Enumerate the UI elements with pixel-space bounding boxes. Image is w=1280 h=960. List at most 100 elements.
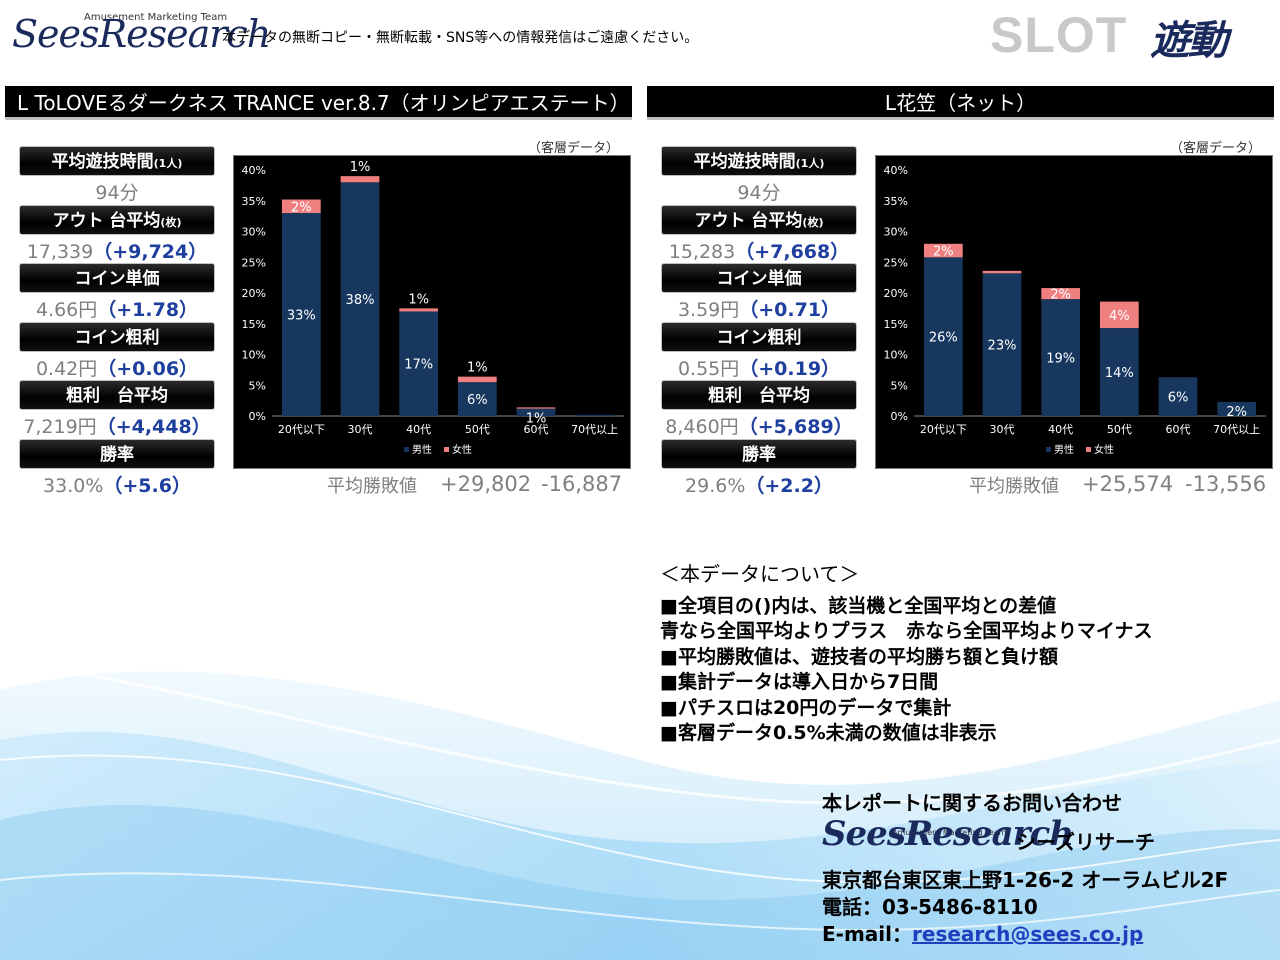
bar-male: [457, 382, 497, 416]
age-segment-chart-right: 0% 5% 10% 15% 20% 25% 30% 35% 40% 26% 2% 20代以下 23% 30…: [875, 155, 1273, 469]
bar-female: [1099, 301, 1139, 329]
bar-female: [1041, 288, 1081, 300]
stat-label-text: 粗利 台平均: [66, 386, 168, 406]
data-label-female: 2%: [1050, 288, 1071, 303]
stat-label-text: 勝率: [742, 444, 776, 465]
stat-value-diff: （+5.6）: [103, 474, 191, 497]
stat-value: 15,283（+7,668）: [661, 237, 857, 264]
stat-label-text: 粗利 台平均: [708, 386, 810, 406]
stat-value-diff: （+4,448）: [96, 416, 211, 438]
bar-female: [281, 199, 321, 214]
data-notes: ＜本データについて＞ ■全項目の()内は、該当機と全国平均との差値 青なら全国平…: [660, 562, 1152, 747]
stat-label: コイン粗利: [19, 321, 215, 352]
x-tick-label: 50代: [1107, 423, 1132, 436]
y-tick-label: 10%: [242, 349, 266, 362]
bar-male: [1217, 401, 1257, 416]
legend-label-male: 男性: [1054, 443, 1074, 456]
notes-line: ■パチスロは20円のデータで集計: [660, 696, 952, 719]
y-tick-label: 20%: [884, 287, 908, 300]
stat-label-unit: (枚): [802, 215, 824, 229]
sees-research-logo: SeesResearch: [12, 12, 271, 56]
y-tick-label: 35%: [242, 195, 266, 208]
y-tick-label: 5%: [249, 379, 266, 392]
x-tick-label: 40代: [1048, 423, 1073, 436]
bar-male: [281, 213, 321, 416]
stat-value: 94分: [661, 178, 857, 205]
data-label-male: 19%: [1046, 352, 1075, 367]
stat-value-diff: （+5,689）: [738, 416, 853, 438]
avg-win-value-left: +29,802: [440, 472, 532, 496]
stat-label-text: コイン単価: [74, 269, 160, 289]
stat-value: 3.59円（+0.71）: [661, 295, 857, 322]
avg-win-loss-label-right: 平均勝敗値: [969, 476, 1059, 497]
stat-value-diff: （+2.2）: [745, 474, 833, 497]
bar-male: [1158, 377, 1198, 416]
y-tick-label: 40%: [242, 164, 266, 177]
stat-value-main: 33.0%: [43, 474, 104, 497]
bar-female: [340, 176, 380, 183]
stat-value-main: 94分: [737, 182, 781, 204]
logo-tagline: Amusement Marketing Team: [84, 12, 228, 23]
bar-female: [399, 308, 439, 312]
stat-value-main: 94分: [95, 182, 139, 204]
y-tick-label: 15%: [242, 318, 266, 331]
notes-line: 青なら全国平均よりプラス 赤なら全国平均よりマイナス: [660, 620, 1153, 642]
stat-value-main: 8,460円: [665, 416, 739, 438]
stat-label: コイン粗利: [661, 321, 857, 352]
bar-male: [1099, 328, 1139, 416]
bar-male: [923, 257, 963, 416]
stat-label-text: アウト 台平均: [694, 210, 803, 231]
stat-label: アウト 台平均(枚): [661, 204, 857, 235]
stat-value: 94分: [19, 178, 215, 205]
stat-value-main: 15,283: [668, 240, 736, 263]
contact-email-row: E-mail：research@sees.co.jp: [822, 921, 1228, 948]
y-tick-label: 15%: [884, 318, 908, 331]
stat-value-main: 4.66円: [35, 299, 98, 321]
y-tick-label: 30%: [242, 226, 266, 239]
data-label-female: 1%: [467, 361, 488, 376]
stat-value: 0.42円（+0.06）: [19, 354, 215, 381]
data-label-male: 1%: [526, 412, 547, 427]
contact-company-name: シーズリサーチ: [1016, 830, 1155, 854]
contact-logo-row: Amusement Marketing Team SeesResearch シー…: [822, 817, 1228, 867]
x-tick-label: 20代以下: [920, 423, 967, 436]
data-label-male: 23%: [988, 339, 1017, 354]
notes-line: ■全項目の()内は、該当機と全国平均との差値: [660, 594, 1057, 617]
stat-value-main: 3.59円: [677, 299, 740, 321]
x-tick-label: 60代: [524, 423, 549, 436]
data-label-male: 6%: [467, 393, 488, 408]
data-label-female: 2%: [291, 200, 312, 215]
x-tick-label: 50代: [465, 423, 490, 436]
data-label-male: 2%: [1226, 405, 1247, 420]
data-label-male: 38%: [346, 293, 375, 308]
stat-label-text: アウト 台平均: [52, 210, 161, 231]
machine-title-left: L ToLOVEるダークネス TRANCE ver.8.7（オリンピアエステート…: [5, 86, 632, 120]
notes-line: ■集計データは導入日から7日間: [660, 671, 939, 693]
stat-label: 勝率: [661, 438, 857, 469]
stat-value-diff: （+0.19）: [739, 357, 841, 380]
data-label-female: 4%: [1109, 309, 1130, 324]
contact-heading: 本レポートに関するお問い合わせ: [822, 791, 1122, 815]
y-tick-label: 40%: [884, 164, 908, 177]
x-tick-label: 20代以下: [278, 423, 325, 436]
stat-value-diff: （+7,668）: [735, 240, 850, 263]
x-tick-label: 40代: [406, 423, 431, 436]
contact-logo-tagline: Amusement Marketing Team: [892, 828, 1007, 837]
bar-female: [516, 407, 556, 409]
notes-line: ■平均勝敗値は、遊技者の平均勝ち額と負け額: [660, 645, 1058, 668]
contact-email-link[interactable]: research@sees.co.jp: [912, 922, 1144, 946]
stat-value-diff: （+1.78）: [97, 299, 199, 321]
stat-label: コイン単価: [661, 263, 857, 293]
stat-value: 29.6%（+2.2）: [661, 471, 857, 498]
data-label-male: 26%: [929, 331, 958, 346]
notes-line: ■客層データ0.5%未満の数値は非表示: [660, 722, 997, 744]
legend-swatch-female: [1086, 447, 1091, 452]
stat-value: 0.55円（+0.19）: [661, 354, 857, 381]
segment-data-note-left: （客層データ）: [528, 141, 620, 156]
contact-phone: 電話：03-5486-8110: [822, 895, 1038, 919]
stat-label: 粗利 台平均: [661, 380, 857, 410]
stat-label-text: 勝率: [100, 444, 134, 465]
y-tick-label: 20%: [242, 287, 266, 300]
contact-sees-research-logo: SeesResearch: [822, 814, 1074, 854]
